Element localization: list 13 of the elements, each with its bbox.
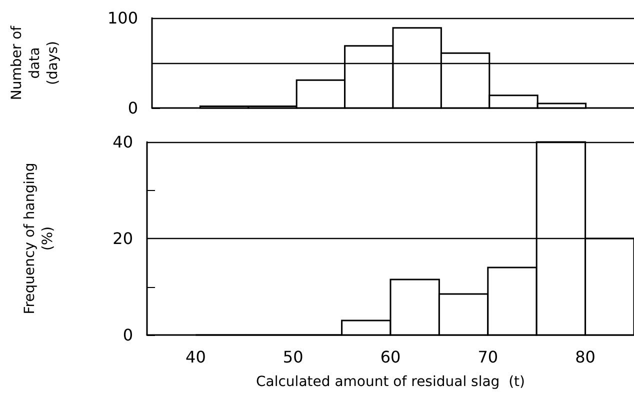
y-axis-title: Frequency of hanging (%) [22,162,56,314]
x-tick-label: 80 [575,348,596,366]
y-tick-label: 100 [107,8,138,28]
y-tick-label: 20 [112,229,133,248]
x-tick-label: 40 [186,348,206,366]
x-axis-title: Calculated amount of residual slag (t) [256,374,526,390]
y-tick-label: 0 [122,326,133,344]
x-tick-label: 50 [282,348,304,366]
y-tick-label: 0 [128,98,138,118]
y-tick-label: 40 [112,132,133,152]
y-axis-title: Number of data (days) [9,24,61,100]
x-tick-label: 60 [380,348,401,366]
x-tick-label: 70 [478,348,498,366]
